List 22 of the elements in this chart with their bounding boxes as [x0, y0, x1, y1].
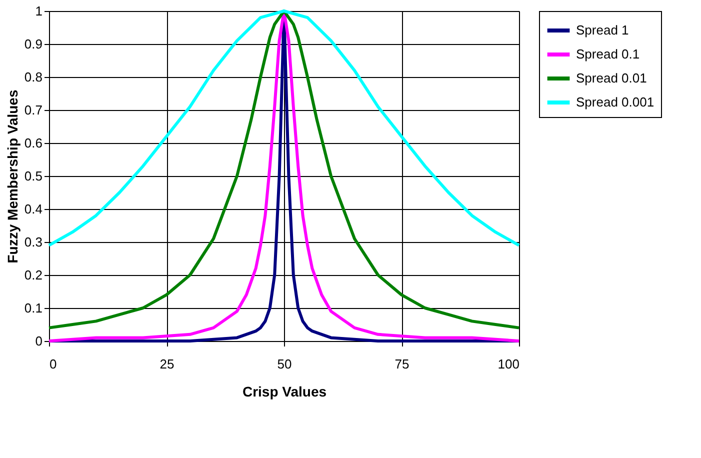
y-axis-title: Fuzzy Membership Values	[4, 90, 20, 264]
x-axis-title: Crisp Values	[242, 384, 327, 400]
y-tick-label: 0.5	[24, 168, 42, 184]
x-tick-label: 100	[498, 356, 520, 372]
y-tick-label: 0	[35, 334, 42, 348]
legend-label: Spread 1	[576, 22, 629, 38]
x-tick-label: 75	[394, 356, 410, 372]
y-tick-label: 0.9	[24, 36, 42, 52]
x-tick-label: 50	[277, 356, 292, 372]
y-tick-label: 0.8	[24, 70, 42, 84]
y-tick-label: 1	[35, 4, 42, 18]
y-tick-label: 0.2	[24, 268, 42, 282]
legend-label: Spread 0.01	[576, 70, 647, 86]
x-tick-label: 0	[50, 356, 57, 372]
y-tick-label: 0.6	[24, 136, 42, 150]
y-tick-label: 0.3	[24, 234, 42, 250]
y-tick-label: 0.1	[24, 300, 42, 316]
x-tick-label: 25	[160, 356, 174, 372]
legend-label: Spread 0.001	[576, 94, 654, 110]
legend-label: Spread 0.1	[576, 46, 640, 62]
y-tick-label: 0.4	[24, 202, 42, 216]
y-tick-label: 0.7	[24, 102, 42, 118]
